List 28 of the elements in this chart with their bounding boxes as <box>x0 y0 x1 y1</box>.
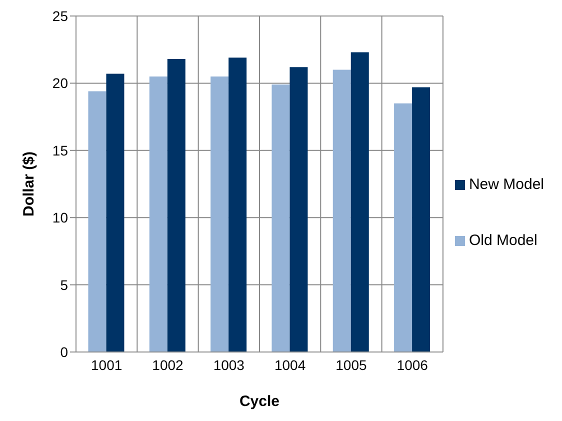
y-tick-label: 0 <box>60 344 68 360</box>
y-tick-label: 15 <box>52 142 68 158</box>
bar <box>88 91 106 352</box>
bar <box>106 74 124 352</box>
bar <box>149 76 168 352</box>
x-tick-label: 1004 <box>274 356 306 373</box>
bar <box>350 52 369 352</box>
legend-label: Old Model <box>468 232 538 249</box>
x-tick-label: 1006 <box>396 356 428 373</box>
legend-label: New Model <box>468 176 544 193</box>
bar <box>394 103 412 352</box>
bar <box>332 70 351 352</box>
x-tick-label: 1001 <box>91 356 122 373</box>
bar <box>290 67 308 352</box>
x-axis-title: Cycle <box>239 393 280 410</box>
x-tick-label: 1003 <box>213 356 245 373</box>
y-tick-label: 25 <box>52 8 68 24</box>
y-axis-title: Dollar ($) <box>20 151 38 217</box>
x-tick-label: 1005 <box>336 356 368 373</box>
y-tick-label: 20 <box>52 75 68 92</box>
y-tick-label: 10 <box>52 210 68 226</box>
y-tick-label: 5 <box>60 276 68 293</box>
bar <box>210 76 229 352</box>
x-tick-label: 1002 <box>152 356 184 373</box>
bar <box>272 84 290 352</box>
bar <box>228 58 247 352</box>
bar <box>167 59 186 352</box>
bar <box>412 87 430 352</box>
